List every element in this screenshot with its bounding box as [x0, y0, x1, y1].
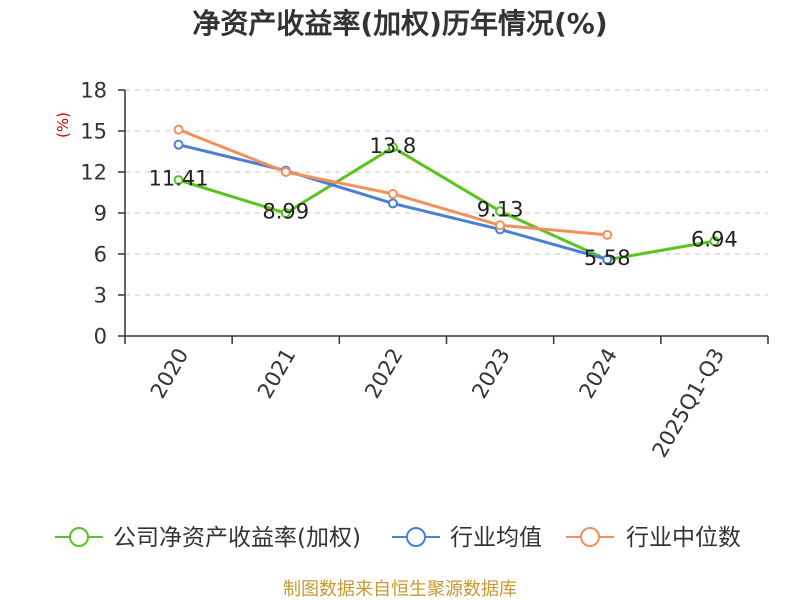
chart-title: 净资产收益率(加权)历年情况(%): [192, 7, 607, 40]
legend-label-company-roe: 公司净资产收益率(加权): [113, 525, 361, 551]
data-labels-layer: 11.41 8.99 13.8 9.13 5.58 6.94: [149, 134, 738, 270]
data-point-series-2: [387, 198, 398, 209]
y-tick-label: 9: [94, 201, 107, 225]
data-label: 9.13: [477, 198, 524, 222]
legend-label-industry-mean: 行业均值: [450, 525, 542, 551]
series-line-1: [178, 145, 715, 262]
legend-item-company-roe[interactable]: 公司净资产收益率(加权): [55, 525, 361, 551]
y-tick-label: 12: [80, 160, 107, 184]
legend-label-industry-median: 行业中位数: [626, 525, 741, 551]
data-point-series-2: [173, 139, 184, 150]
data-point-series-1: [495, 206, 506, 217]
y-tick-label: 3: [94, 283, 107, 307]
legend-circle-icon: [69, 527, 89, 547]
data-label: 13.8: [370, 134, 417, 158]
data-point-series-1: [709, 236, 720, 247]
x-tick-label: 2022: [360, 344, 408, 402]
data-point-series-2: [602, 254, 613, 265]
legend: 公司净资产收益率(加权) 行业均值 行业中位数: [55, 525, 741, 551]
y-tick-label: 0: [94, 324, 107, 348]
y-tick-label: 6: [94, 242, 107, 266]
x-tick-label: 2021: [253, 344, 301, 402]
data-point-series-3: [387, 188, 398, 199]
data-point-series-1: [280, 208, 291, 219]
data-point-series-3: [602, 229, 613, 240]
data-point-series-1: [387, 142, 398, 153]
source-note: 制图数据来自恒生聚源数据库: [283, 579, 517, 600]
x-tick-label: 2024: [574, 344, 622, 402]
data-label: 5.58: [584, 246, 631, 270]
y-axis-unit-label: (%): [54, 112, 72, 138]
x-tick-label: 2023: [467, 344, 515, 402]
data-point-series-1: [173, 175, 184, 186]
data-label: 8.99: [262, 199, 309, 223]
y-tick-label: 15: [80, 119, 107, 143]
data-point-series-3: [495, 220, 506, 231]
legend-circle-icon: [406, 527, 426, 547]
data-label: 6.94: [691, 228, 738, 252]
data-label: 11.41: [149, 166, 209, 190]
grid-lines: [125, 89, 768, 296]
legend-circle-icon: [580, 527, 600, 547]
series-layer: [173, 124, 720, 265]
data-point-series-3: [280, 167, 291, 177]
x-tick-label: 2025Q1-Q3: [648, 344, 730, 461]
legend-item-industry-mean[interactable]: 行业均值: [392, 525, 542, 551]
legend-item-industry-median[interactable]: 行业中位数: [566, 525, 741, 551]
y-tick-label: 18: [80, 78, 107, 102]
axes: 0 3 6 9 12 15 18 2020 2021 2022 2023 2024 2025Q1-Q3: [80, 78, 769, 461]
x-tick-label: 2020: [146, 344, 194, 402]
data-point-series-3: [173, 124, 184, 135]
